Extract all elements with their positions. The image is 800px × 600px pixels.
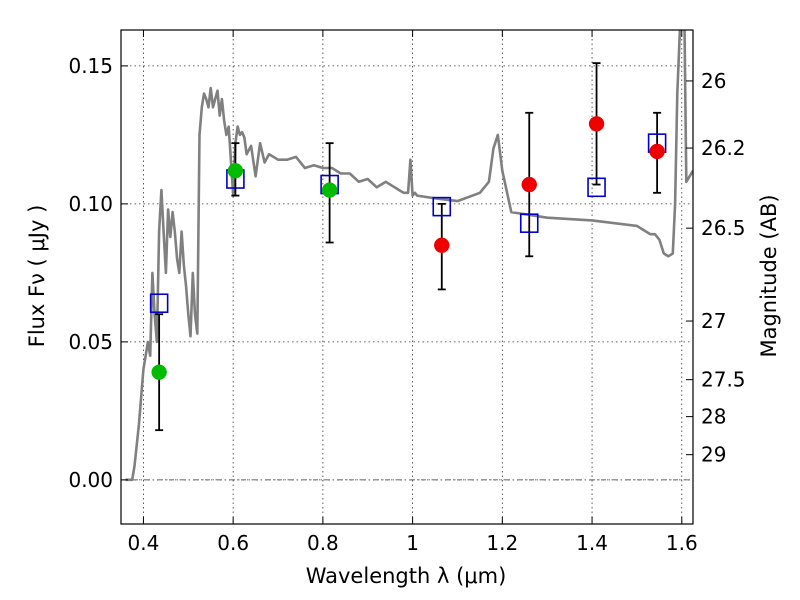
x-tick-label-2: 0.8 bbox=[307, 531, 339, 555]
x-tick-label-3: 1 bbox=[406, 531, 419, 555]
mag-tick-label-3: 27 bbox=[701, 309, 726, 333]
plot-frame bbox=[120, 29, 694, 525]
y-tick-label-1: 0.05 bbox=[68, 330, 113, 354]
observed-point-2-3 bbox=[649, 143, 665, 160]
x-axis-label: Wavelength λ (μm) bbox=[306, 564, 507, 588]
grid bbox=[121, 30, 693, 524]
mag-tick-label-5: 28 bbox=[701, 405, 726, 429]
x-tick-label-1: 0.6 bbox=[217, 531, 249, 555]
observed-point-1-1 bbox=[227, 162, 244, 179]
axis-ticks: 0.4 0.6 0.8 1 1.2 1.4 1.6 0.00 0.05 0.10 0.15 26 26.… bbox=[68, 30, 746, 555]
mag-tick-label-4: 27.5 bbox=[701, 368, 746, 392]
mag-tick-label-0: 26 bbox=[701, 69, 726, 93]
observed-point-2-0 bbox=[434, 237, 450, 254]
model-band-square-0 bbox=[149, 293, 169, 314]
model-band-square-3 bbox=[432, 196, 452, 217]
y-tick-label-3: 0.15 bbox=[68, 54, 113, 78]
observed-point-2-1 bbox=[521, 176, 538, 193]
mag-tick-label-2: 26.5 bbox=[701, 216, 746, 240]
y-tick-label-2: 0.10 bbox=[68, 192, 113, 216]
observed-point-1-2 bbox=[321, 182, 338, 198]
x-tick-label-4: 1.2 bbox=[486, 531, 518, 555]
y2-axis-label: Magnitude (AB) bbox=[757, 194, 781, 357]
mag-tick-label-1: 26.2 bbox=[701, 136, 746, 160]
y-axis-label: Flux Fν ( μJy ) bbox=[25, 205, 49, 348]
y-tick-label-0: 0.00 bbox=[68, 468, 113, 492]
mag-tick-label-6: 29 bbox=[701, 443, 726, 467]
x-tick-label-5: 1.4 bbox=[576, 531, 608, 555]
model-band-square-5 bbox=[587, 177, 606, 198]
observed-point-2-2 bbox=[588, 116, 605, 132]
model-spectrum-line bbox=[125, 30, 693, 482]
x-tick-label-6: 1.6 bbox=[666, 531, 698, 555]
model-band-square-4 bbox=[519, 213, 539, 233]
plot-area bbox=[125, 30, 693, 482]
x-tick-label-0: 0.4 bbox=[128, 531, 160, 555]
observed-point-1-0 bbox=[151, 364, 167, 380]
